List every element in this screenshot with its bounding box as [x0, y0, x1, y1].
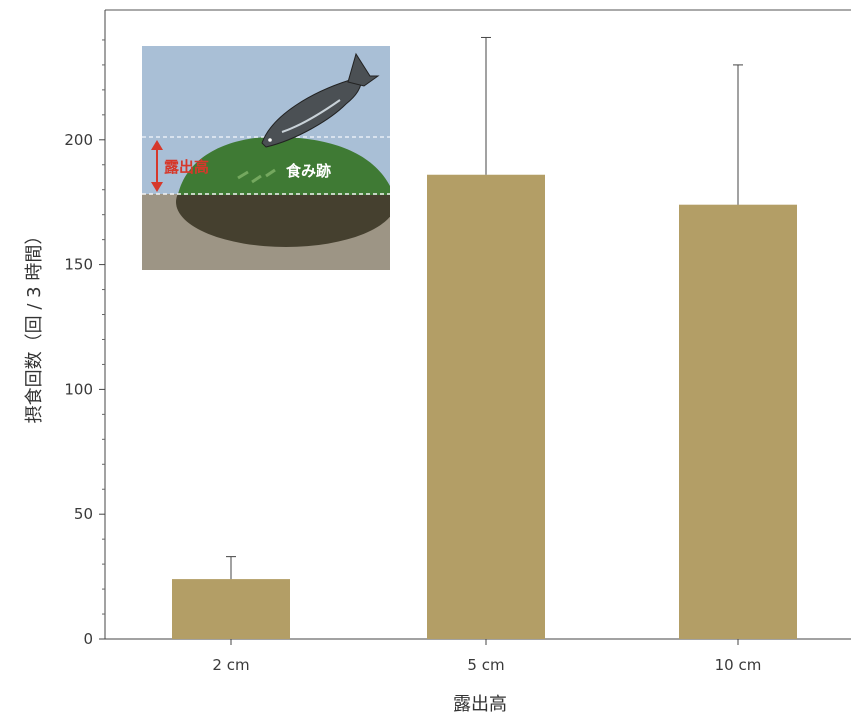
feeding-marks [237, 168, 276, 184]
x-tick-label: 5 cm [467, 656, 504, 674]
exposure-height-label: 露出高 [164, 158, 209, 176]
exposure-arrow [151, 140, 163, 192]
bar-5cm [427, 174, 545, 639]
algae-cap [178, 136, 390, 195]
y-tick-label: 0 [83, 630, 93, 648]
feeding-marks-label: 食み跡 [286, 162, 331, 180]
bar-10cm [679, 204, 797, 639]
x-tick-label: 10 cm [715, 656, 762, 674]
y-tick-label: 50 [74, 505, 93, 523]
fish-icon [261, 52, 380, 148]
y-tick-label: 150 [64, 256, 93, 274]
y-axis-title: 摂食回数（回 / 3 時間） [24, 227, 45, 424]
x-axis-ticks: 2 cm 5 cm 10 cm [212, 639, 761, 674]
bars [172, 174, 797, 639]
y-tick-label: 200 [64, 131, 93, 149]
x-tick-label: 2 cm [212, 656, 249, 674]
bar-2cm [172, 579, 290, 639]
inset-illustration: 露出高 食み跡 [142, 46, 390, 270]
error-bars [226, 36, 743, 580]
y-tick-label: 100 [64, 380, 93, 398]
x-axis-title: 露出高 [453, 694, 507, 715]
y-axis-ticks: 0 50 100 150 200 [64, 39, 105, 648]
